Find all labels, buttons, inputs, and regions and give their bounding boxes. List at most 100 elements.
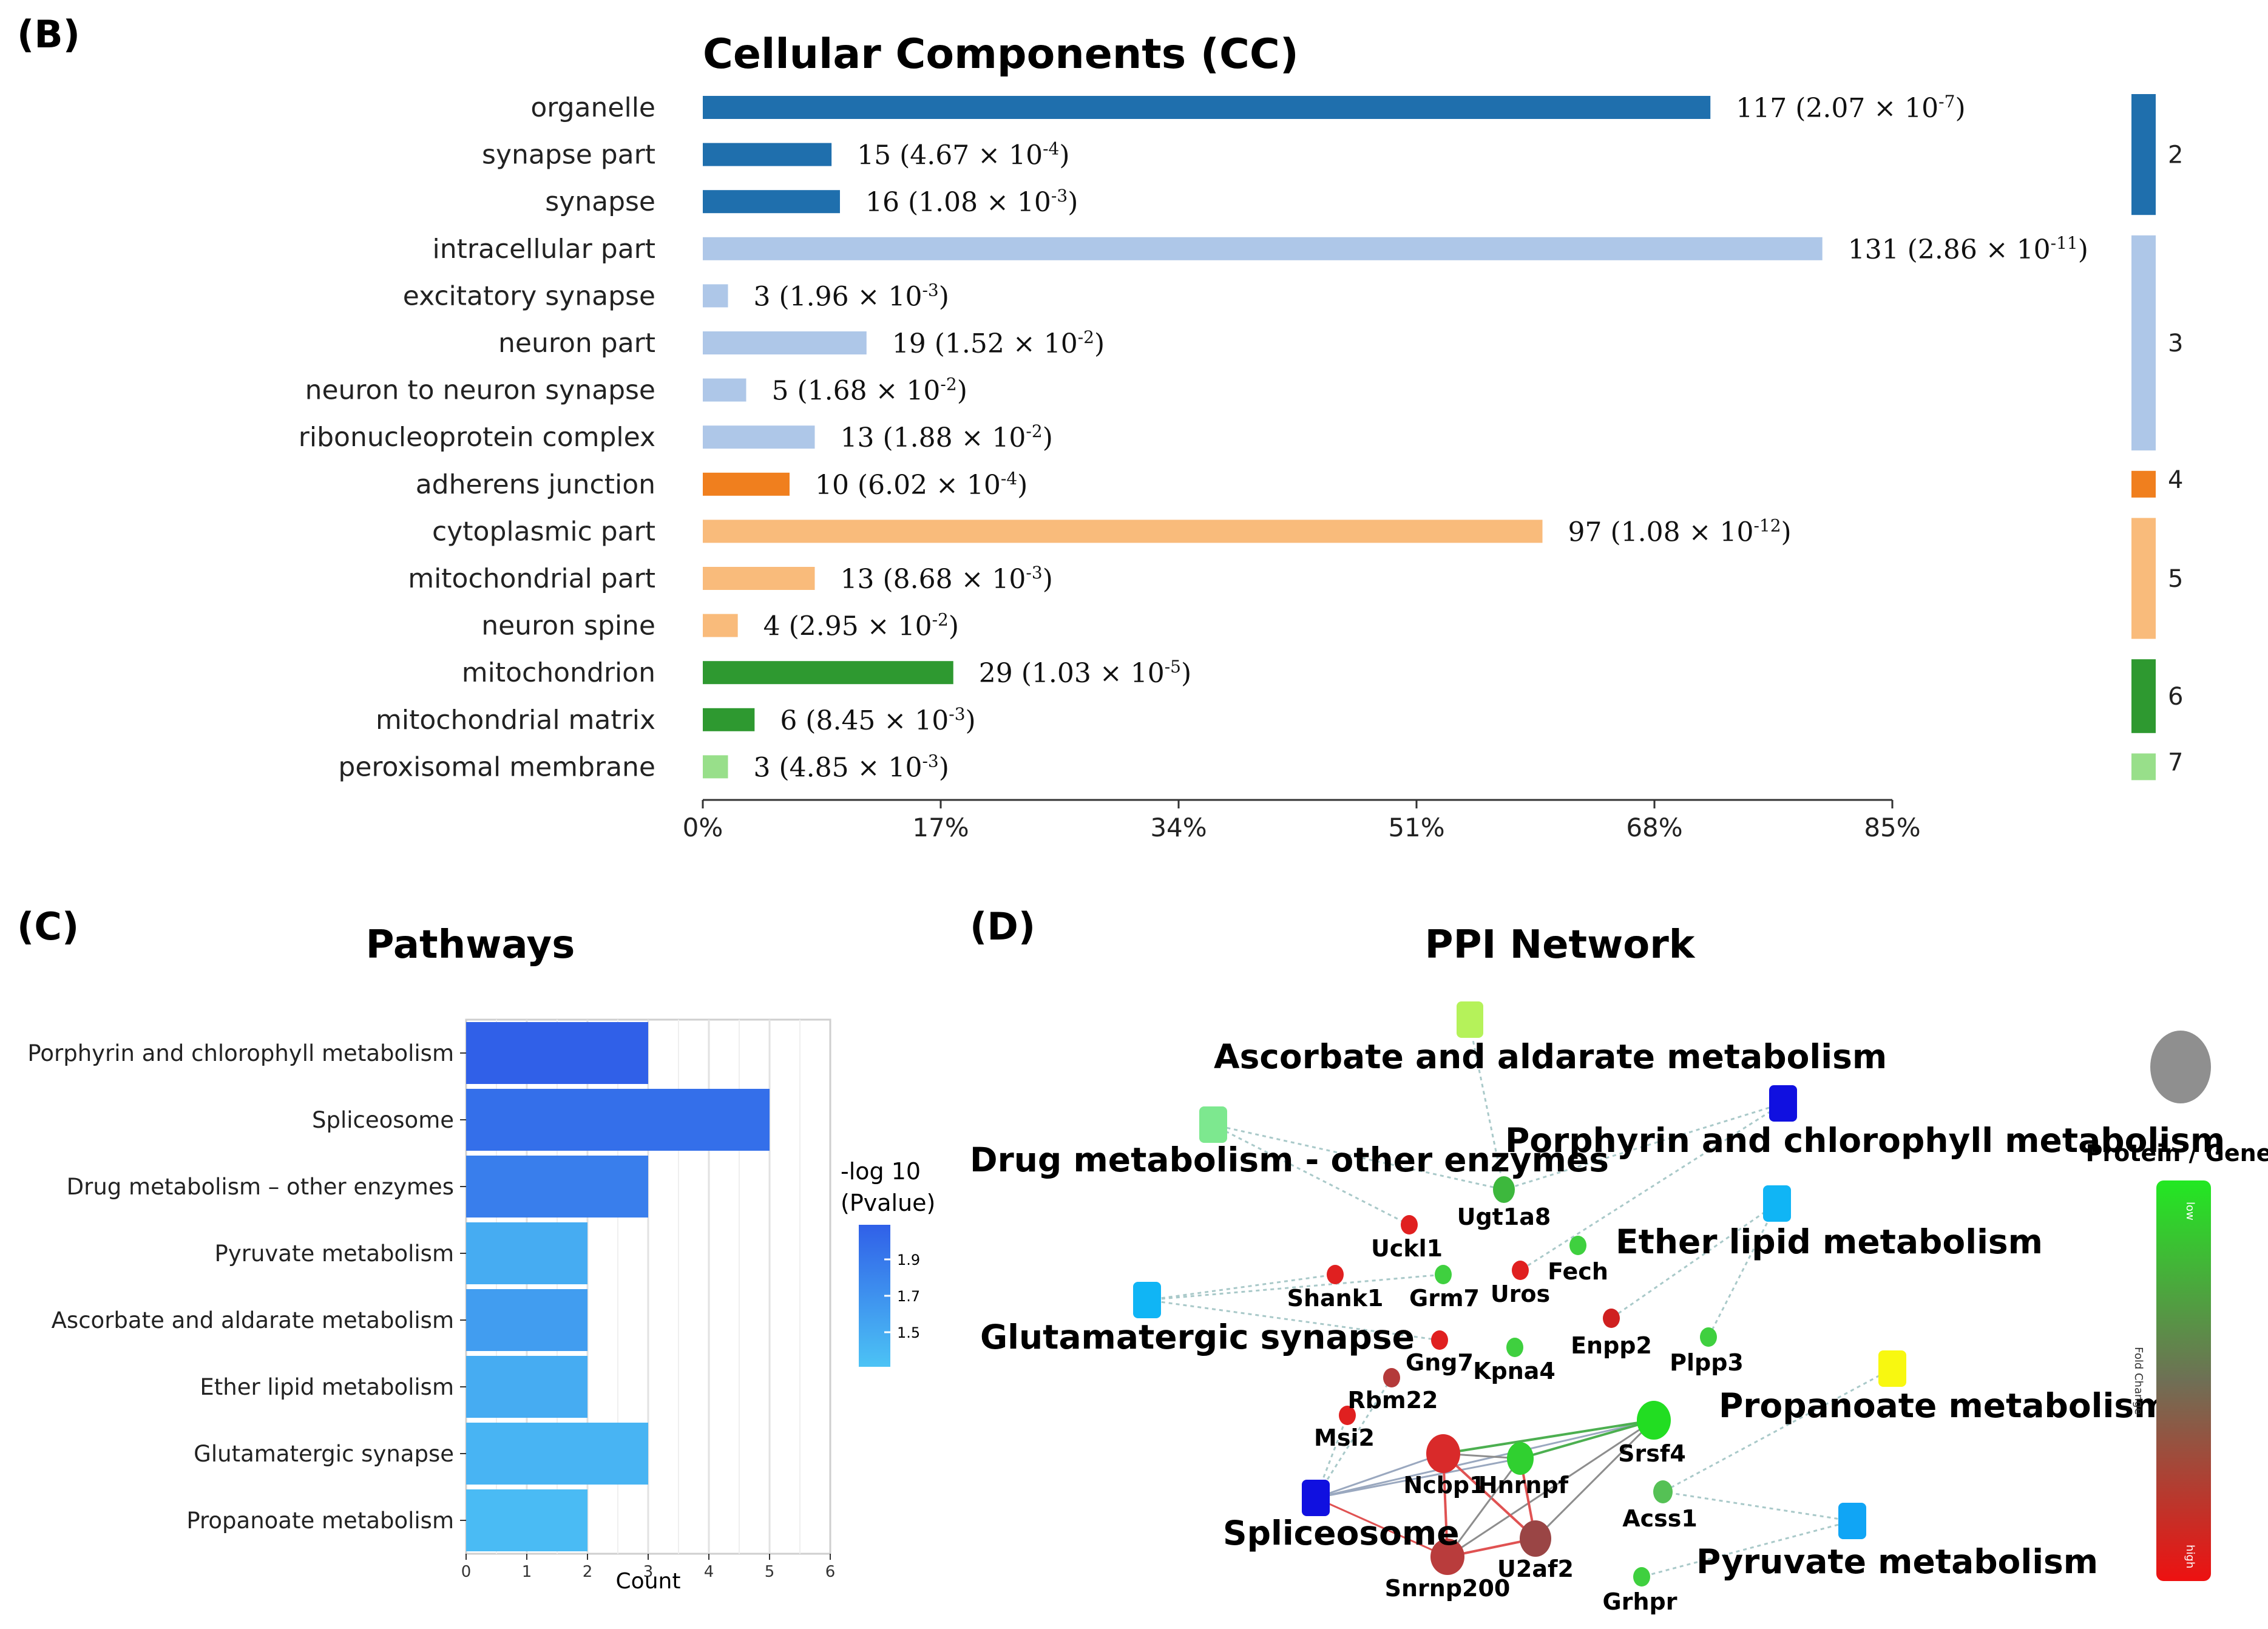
- cc-x-tick-label: 85%: [1864, 813, 1920, 842]
- cc-category-label: peroxisomal membrane: [338, 751, 655, 782]
- pathways-bar: [466, 1356, 587, 1418]
- cc-bar-annotation: 10 (6.02 × 10-4): [815, 469, 1027, 501]
- cc-bar-annotation: 16 (1.08 × 10-3): [865, 186, 1078, 218]
- fold-change-high-label: high: [2184, 1545, 2196, 1568]
- gene-node: [1633, 1567, 1650, 1587]
- gene-label: Fech: [1548, 1258, 1608, 1285]
- gene-node: [1637, 1401, 1671, 1440]
- gene-node: [1435, 1265, 1452, 1284]
- cc-bar: [703, 237, 1823, 260]
- pvalue-tick-label: 1.9: [897, 1251, 920, 1268]
- pathways-category-label: Spliceosome: [312, 1107, 454, 1133]
- pathway-edge: [1707, 1203, 1778, 1338]
- cc-category-label: excitatory synapse: [403, 280, 655, 311]
- pathway-node: [1763, 1185, 1791, 1222]
- cc-bar-chart: organelle 117 (2.07 × 10-7) synapse part 15…: [299, 92, 2088, 783]
- cc-bar: [703, 708, 755, 731]
- pathway-edges: [1146, 1019, 1893, 1578]
- pathway-label: Pyruvate metabolism: [1696, 1542, 2098, 1581]
- cc-bar-annotation: 3 (4.85 × 10-3): [754, 751, 949, 783]
- pathway-label: Drug metabolism - other enzymes: [970, 1140, 1609, 1179]
- cc-bar: [703, 378, 746, 402]
- pvalue-legend-title-line2: (Pvalue): [841, 1190, 935, 1216]
- fold-change-low-label: low: [2184, 1202, 2196, 1221]
- pathways-x-axis-label: Count: [616, 1569, 681, 1594]
- cc-cluster-label: 3: [2168, 330, 2183, 357]
- cc-bar: [703, 472, 790, 496]
- gene-node: [1512, 1261, 1529, 1280]
- fold-change-color-bar: [2156, 1180, 2211, 1581]
- cc-bar-annotation: 19 (1.52 × 10-2): [892, 327, 1105, 359]
- gene-label: Acss1: [1622, 1505, 1698, 1532]
- gene-node: [1383, 1368, 1400, 1387]
- pathway-label: Ascorbate and aldarate metabolism: [1214, 1037, 1887, 1076]
- gene-label: Kpna4: [1473, 1358, 1555, 1384]
- pathway-edge: [1212, 1123, 1410, 1226]
- gene-node: [1653, 1480, 1673, 1503]
- gene-node: [1507, 1442, 1534, 1475]
- cc-bar-annotation: 97 (1.08 × 10-12): [1568, 515, 1792, 547]
- gene-label: Grhpr: [1603, 1588, 1677, 1615]
- interaction-edge: [1315, 1497, 1448, 1558]
- pathways-bar: [466, 1156, 648, 1218]
- pathway-label: Porphyrin and chlorophyll metabolism: [1505, 1121, 2225, 1160]
- gene-node: [1603, 1309, 1620, 1328]
- ppi-network-title: PPI Network: [1425, 923, 1696, 967]
- interaction-edge: [1520, 1419, 1654, 1460]
- cc-category-label: neuron to neuron synapse: [305, 375, 655, 406]
- pathways-x-tick-label: 4: [704, 1563, 714, 1581]
- pathways-bar-chart: Porphyrin and chlorophyll metabolism Spli…: [27, 1022, 770, 1551]
- pathway-label: Spliceosome: [1223, 1514, 1460, 1553]
- gene-label: Srsf4: [1618, 1440, 1686, 1467]
- pathway-label: Propanoate metabolism: [1719, 1386, 2168, 1425]
- pvalue-legend: -log 10 (Pvalue) 1.9 1.7 1.5: [841, 1158, 935, 1367]
- pathway-edge: [1503, 1102, 1784, 1191]
- pathways-bar: [466, 1423, 648, 1485]
- interaction-edge: [1446, 1458, 1522, 1557]
- pathway-node: [1133, 1282, 1161, 1318]
- cc-cluster-block: [2131, 235, 2156, 451]
- cc-cluster-block: [2131, 659, 2156, 733]
- cc-bar: [703, 284, 728, 308]
- cc-bar: [703, 96, 1711, 119]
- cc-bar: [703, 190, 840, 214]
- pathways-x-tick-label: 1: [522, 1563, 532, 1581]
- pathway-label: Glutamatergic synapse: [980, 1318, 1415, 1356]
- gene-node: [1430, 1539, 1464, 1575]
- gene-label: Uros: [1491, 1281, 1550, 1307]
- cc-bar: [703, 331, 867, 354]
- pvalue-tick-label: 1.5: [897, 1324, 920, 1341]
- cc-x-tick-label: 68%: [1626, 813, 1682, 842]
- gene-label: Rbm22: [1348, 1387, 1438, 1414]
- cc-category-label: mitochondrion: [462, 657, 655, 688]
- gene-label: Hnrnpf: [1478, 1472, 1569, 1499]
- cc-bar: [703, 567, 815, 590]
- pathway-edge: [1212, 1123, 1505, 1191]
- cc-bar-annotation: 3 (1.96 × 10-3): [754, 280, 949, 312]
- gene-node: [1569, 1236, 1586, 1255]
- cc-x-tick-label: 17%: [912, 813, 969, 842]
- pathways-x-axis: 0 1 2 3 4 5 6: [461, 1554, 836, 1581]
- cc-cluster-block: [2131, 470, 2156, 498]
- pathways-bar: [466, 1222, 587, 1284]
- pathway-edge: [1146, 1299, 1440, 1341]
- pathways-x-tick-label: 6: [825, 1563, 836, 1581]
- cc-bar-annotation: 13 (8.68 × 10-3): [840, 563, 1052, 595]
- gene-node: [1401, 1215, 1418, 1234]
- cc-bar: [703, 143, 832, 166]
- pathway-edge: [1662, 1491, 1853, 1522]
- cc-cluster-label: 2: [2168, 141, 2183, 169]
- cc-cluster-block: [2131, 94, 2156, 215]
- pathway-label: Ether lipid metabolism: [1616, 1222, 2043, 1261]
- pathway-edge: [1146, 1273, 1444, 1301]
- cc-category-label: mitochondrial part: [408, 563, 655, 594]
- gene-node: [1431, 1330, 1448, 1350]
- cc-cluster-block: [2131, 753, 2156, 781]
- pathway-edge: [1146, 1273, 1336, 1301]
- gene-label: Enpp2: [1571, 1332, 1652, 1359]
- cc-category-label: mitochondrial matrix: [376, 705, 655, 736]
- ppi-network: Ascorbate and aldarate metabolism Porphy…: [970, 1001, 2225, 1615]
- cc-chart-title: Cellular Components (CC): [703, 30, 1299, 78]
- gene-label: U2af2: [1497, 1556, 1574, 1582]
- pathways-category-label: Porphyrin and chlorophyll metabolism: [27, 1040, 454, 1066]
